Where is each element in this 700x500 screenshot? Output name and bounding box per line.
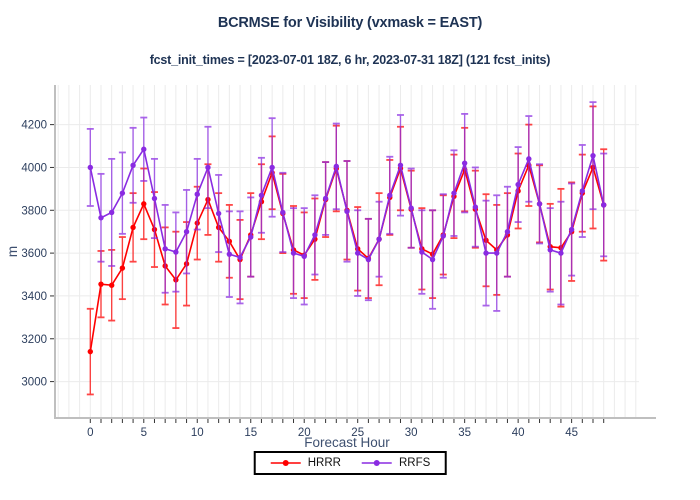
y-tick-label: 3400 <box>21 291 47 303</box>
legend-label-rrfs: RRFS <box>398 457 431 469</box>
x-tick-label: 40 <box>512 427 525 439</box>
x-tick-label: 45 <box>565 427 578 439</box>
legend: HRRR RRFS <box>253 451 447 475</box>
y-tick-label: 4200 <box>21 120 47 132</box>
rrfs-series-swatch-icon <box>361 460 392 466</box>
x-tick-label: 0 <box>87 427 93 439</box>
hrrr-series-swatch-icon <box>270 460 301 466</box>
series-rrfs <box>86 101 608 312</box>
x-tick-label: 35 <box>458 427 471 439</box>
y-tick-label: 3000 <box>21 377 47 389</box>
x-tick-label: 10 <box>191 427 204 439</box>
x-tick-label: 25 <box>351 427 364 439</box>
y-tick-label: 3200 <box>21 334 47 346</box>
x-tick-label: 5 <box>141 427 147 439</box>
chart-subtitle: fcst_init_times = [2023-07-01 18Z, 6 hr,… <box>149 53 551 67</box>
axes <box>54 85 656 419</box>
series-markers-rrfs <box>87 146 607 263</box>
x-tick-label: 15 <box>244 427 257 439</box>
legend-item-hrrr[interactable]: HRRR <box>270 457 341 469</box>
y-tick-label: 4000 <box>21 162 47 174</box>
legend-label-hrrr: HRRR <box>307 457 341 469</box>
chart-title: BCRMSE for Visibility (vxmask = EAST) <box>217 15 483 31</box>
legend-item-rrfs[interactable]: RRFS <box>361 457 430 469</box>
y-axis-label: m <box>5 246 20 257</box>
x-axis-ticks: 0 5 10 15 20 25 30 35 40 45 <box>87 419 605 439</box>
x-tick-label: 20 <box>298 427 311 439</box>
x-axis-label: Forecast Hour <box>304 435 390 450</box>
y-tick-label: 3600 <box>21 248 47 260</box>
y-tick-label: 3800 <box>21 205 47 217</box>
y-axis-ticks: 3000 3200 3400 3600 3800 4000 4200 <box>21 120 54 389</box>
x-tick-label: 30 <box>405 427 418 439</box>
